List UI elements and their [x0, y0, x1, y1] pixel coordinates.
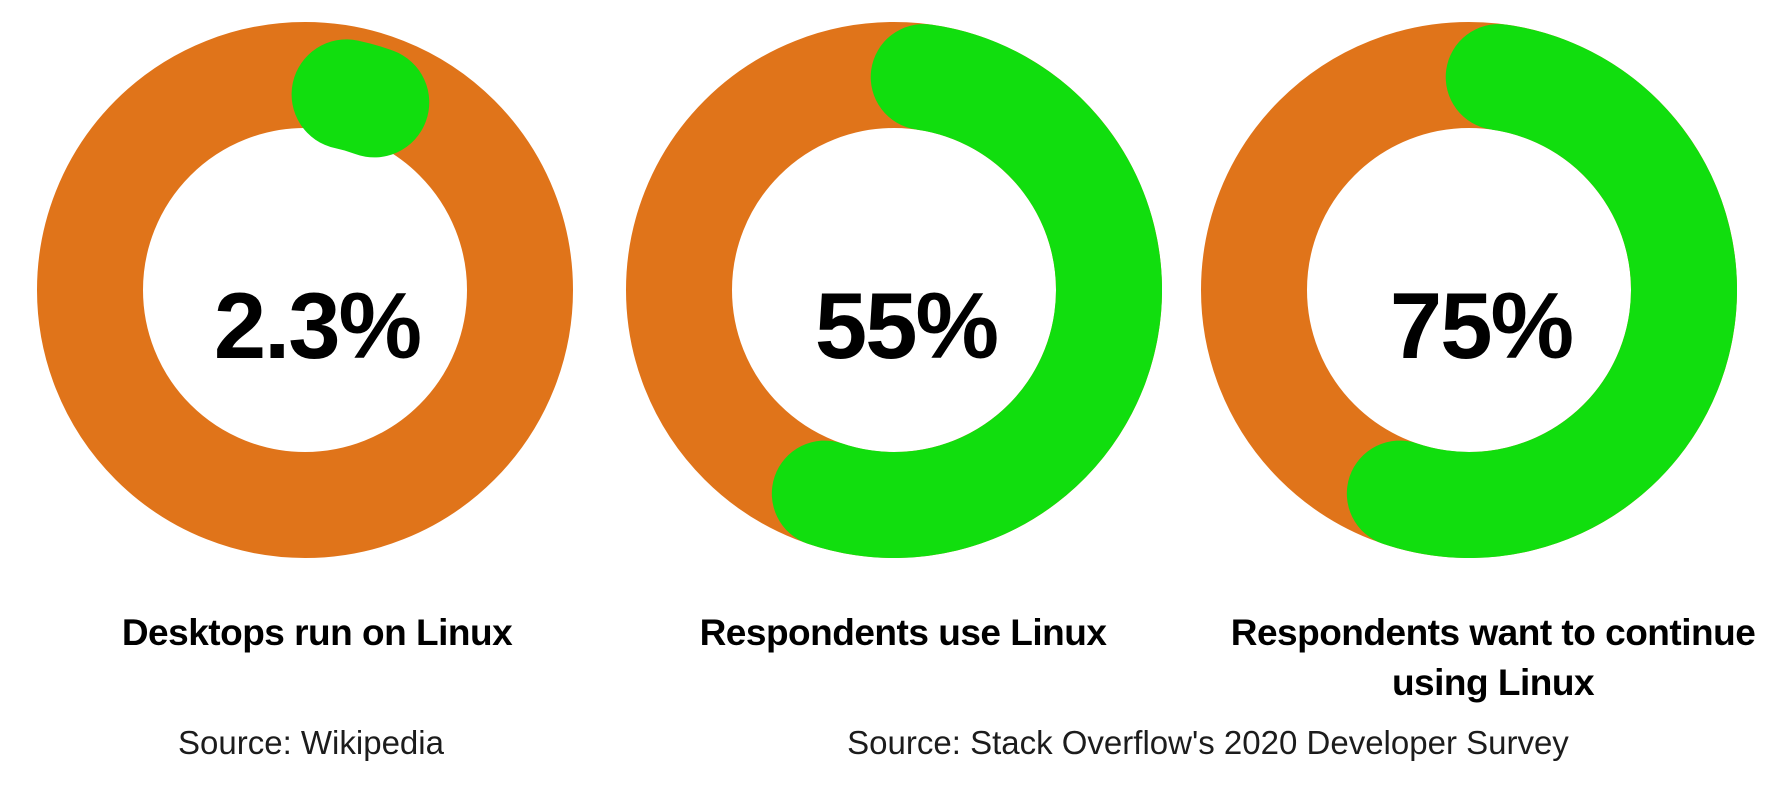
percent-label: 2.3% — [213, 273, 422, 378]
source-note-wikipedia: Source: Wikipedia — [178, 724, 444, 761]
value-arc — [626, 22, 1162, 558]
donut-svg — [1201, 22, 1737, 558]
value-arc — [50, 35, 560, 545]
chart-title-desktops: Desktops run on Linux — [121, 612, 513, 653]
donut-chart-continue-linux: 75% — [1201, 22, 1737, 558]
donut-svg — [626, 22, 1162, 558]
donut-chart-use-linux: 55% — [626, 22, 1162, 558]
chart-title-continue-linux: Respondents want to continue using Linux — [1230, 612, 1756, 703]
source-note-stackoverflow: Source: Stack Overflow's 2020 Developer … — [847, 724, 1569, 761]
value-arc — [1201, 22, 1737, 558]
donut-svg — [37, 22, 573, 558]
percent-label: 75% — [1389, 273, 1574, 378]
percent-label: 55% — [814, 273, 999, 378]
chart-title-use-linux: Respondents use Linux — [699, 612, 1107, 653]
donut-chart-desktops: 2.3% — [37, 22, 573, 558]
